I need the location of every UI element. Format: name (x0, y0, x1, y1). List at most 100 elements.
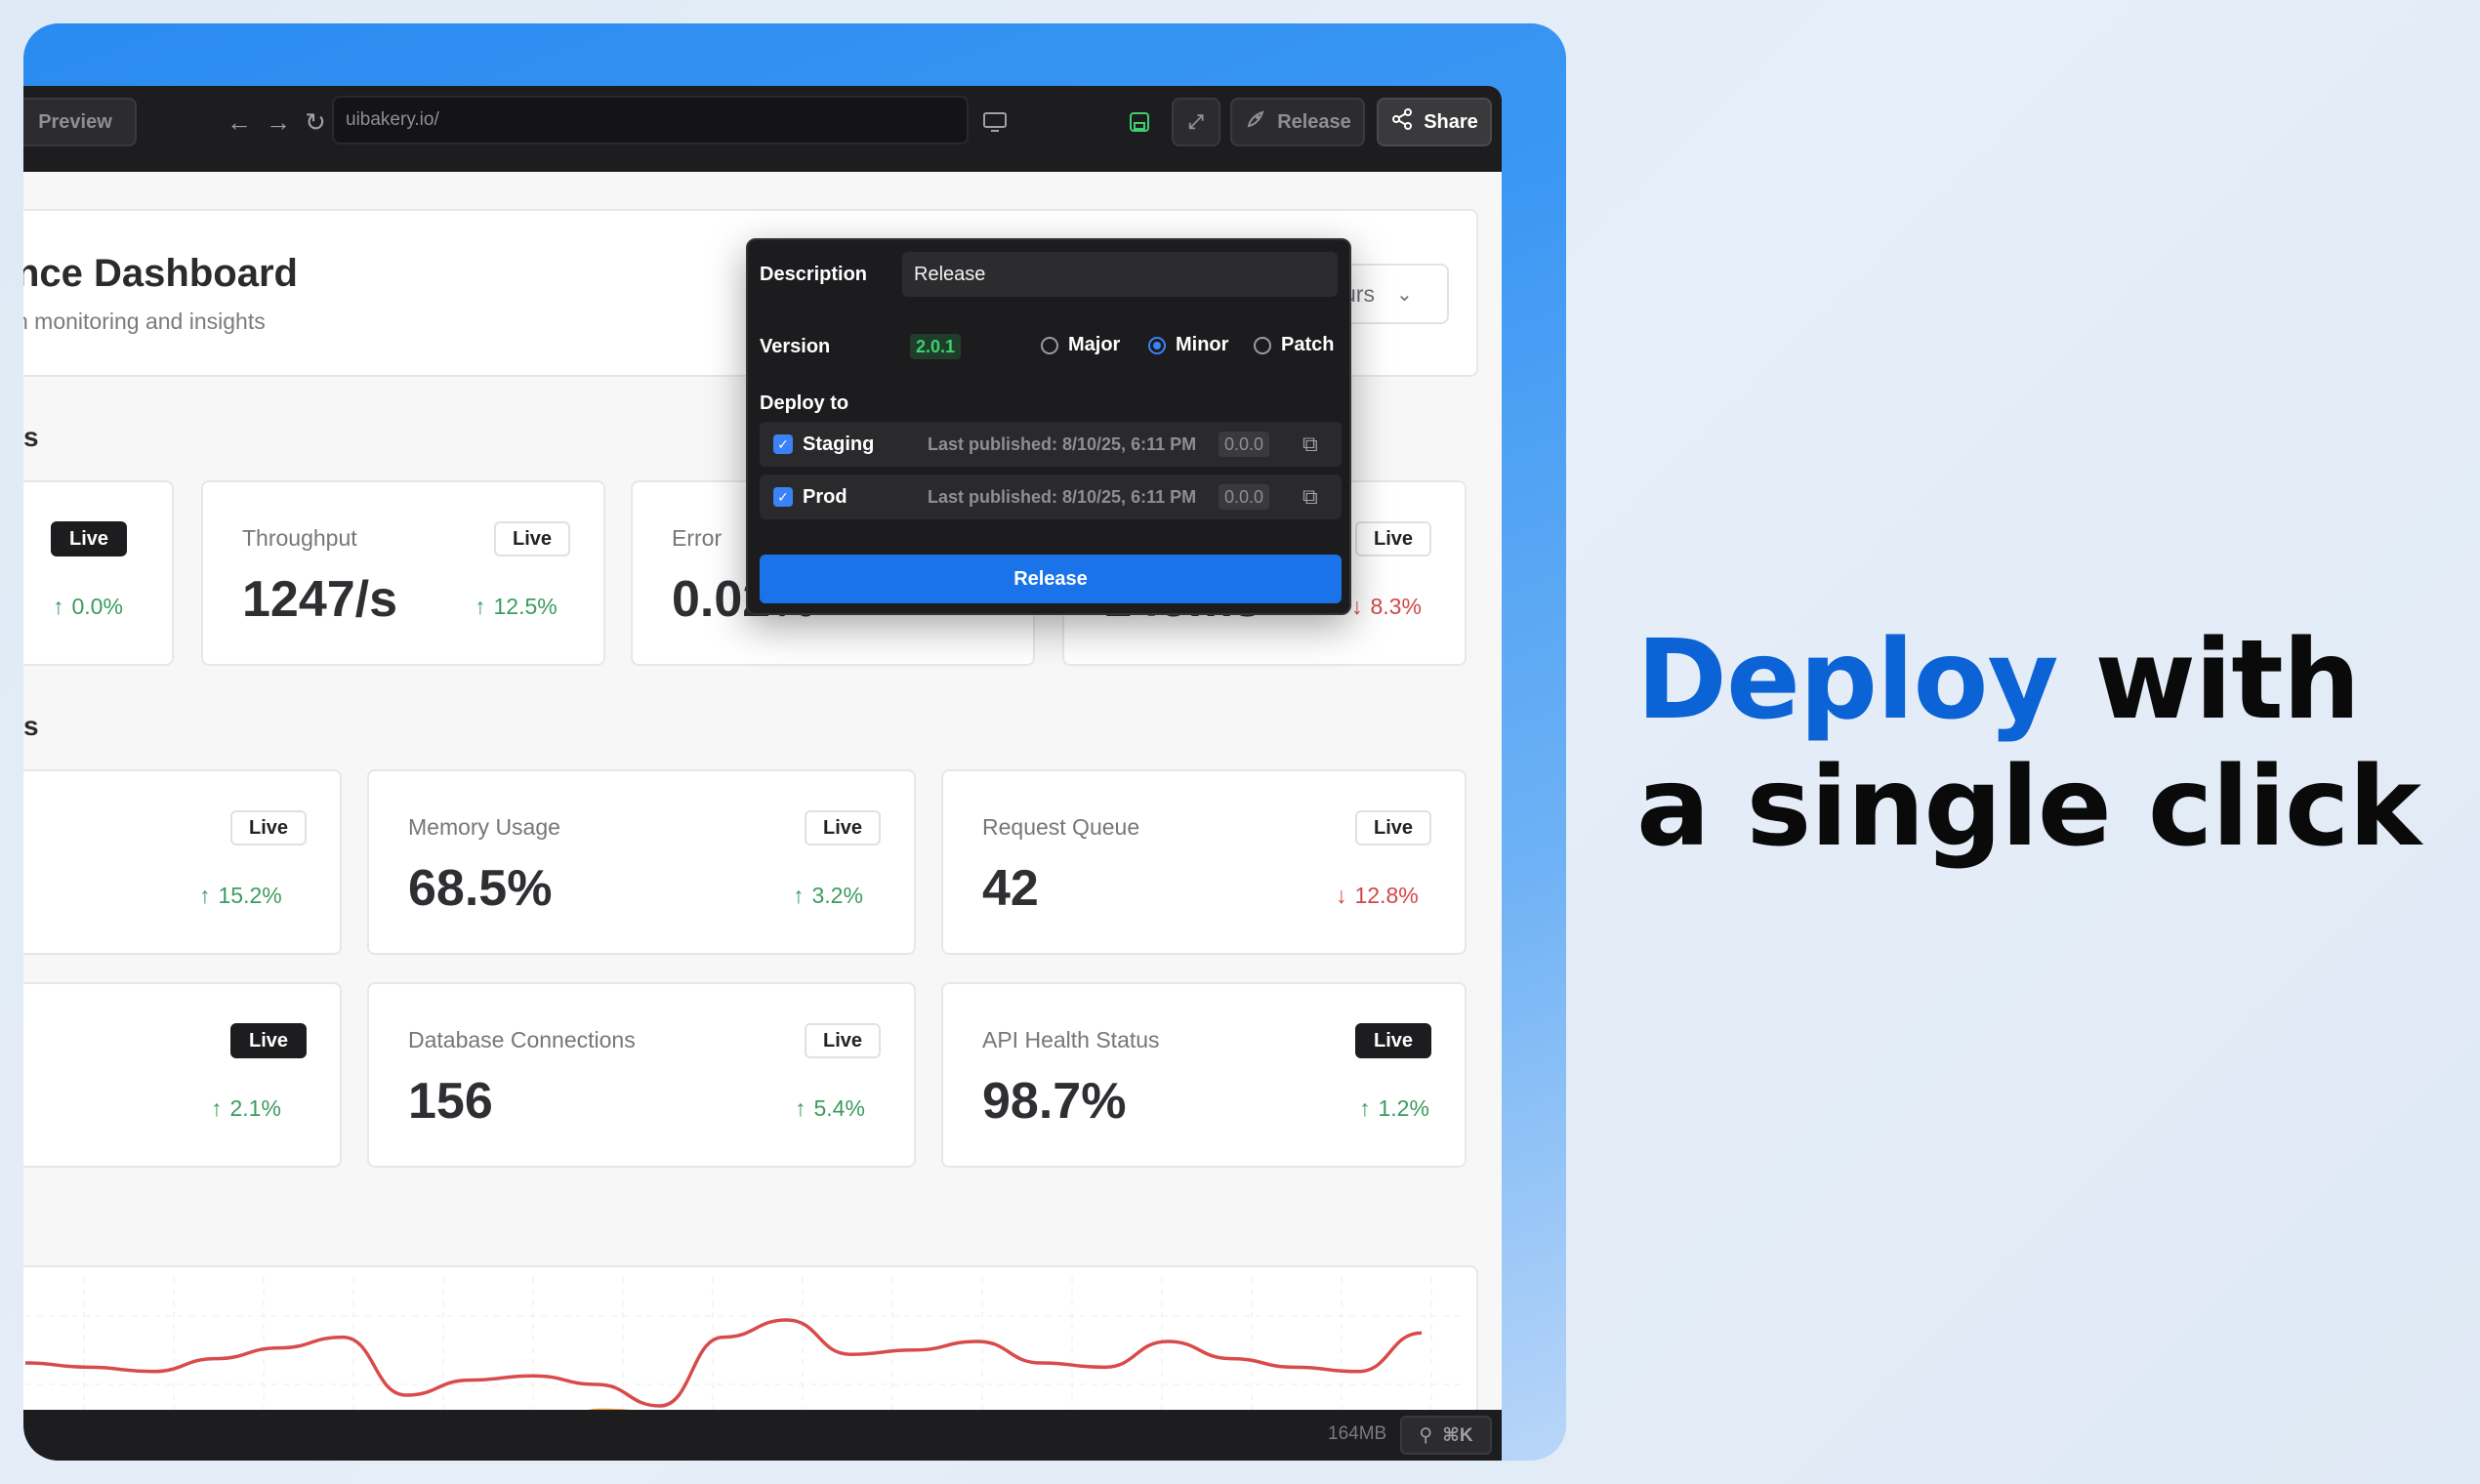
url-bar[interactable]: uibakery.io/ (332, 96, 969, 144)
metric-card-api-health: API Health Status 98.7% Live ↑ 1.2% (941, 982, 1467, 1168)
shortcut-label: ⌘K (1442, 1424, 1473, 1446)
marketing-headline: Deploy with a single click (1636, 617, 2437, 871)
metric-delta: ↑ 3.2% (793, 883, 863, 908)
live-badge: Live (494, 521, 571, 556)
bottom-bar: 164MB ⚲ ⌘K (23, 1410, 1502, 1461)
release-toolbar-button[interactable]: Release (1230, 98, 1365, 146)
desktop-preview-icon[interactable] (978, 105, 1012, 139)
env-name: Staging (803, 433, 875, 455)
reload-icon[interactable]: ↻ (305, 106, 326, 137)
headline-rest: with (2057, 617, 2360, 744)
section-heading-1: s (23, 422, 39, 452)
section-heading-2: s (23, 711, 39, 741)
metric-label: Request Queue (982, 814, 1140, 840)
metric-card: Live ↑ 2.1% (23, 982, 342, 1168)
rocket-icon (1244, 107, 1267, 137)
live-badge: Live (805, 1023, 882, 1058)
release-toolbar-label: Release (1277, 110, 1351, 133)
metric-delta: ↑ 2.1% (211, 1095, 281, 1121)
metric-label: API Health Status (982, 1027, 1160, 1052)
fullscreen-button[interactable]: ⤢ (1172, 98, 1220, 146)
top-toolbar: Preview ← → ↻ uibakery.io/ ⤢ Release (23, 86, 1502, 172)
metric-card-request-queue: Request Queue 42 Live ↓ 12.8% (941, 769, 1467, 955)
env-name: Prod (803, 485, 847, 508)
description-label: Description (760, 264, 868, 285)
arrow-up-icon: ↑ (793, 883, 805, 908)
command-search-button[interactable]: ⚲ ⌘K (1400, 1416, 1492, 1455)
version-label: Version (760, 336, 831, 357)
metric-delta: ↑ 12.5% (475, 594, 558, 619)
live-badge: Live (805, 810, 882, 845)
release-button[interactable]: Release (760, 555, 1342, 603)
metric-card: Live ↑ 15.2% (23, 769, 342, 955)
metric-card-throughput: Throughput 1247/s Live ↑ 12.5% (201, 480, 605, 666)
metric-label: Error (672, 525, 723, 551)
arrow-up-icon: ↑ (211, 1095, 223, 1121)
chart-series-line-1 (24, 1318, 1423, 1408)
version-badge: 2.0.1 (910, 334, 962, 359)
release-popover: Description Release Version 2.0.1 Major … (746, 238, 1351, 615)
checkbox-prod[interactable]: ✓ (773, 487, 793, 507)
metric-value: 1247/s (242, 571, 398, 628)
arrow-down-icon: ↓ (1336, 883, 1347, 908)
url-text: uibakery.io/ (346, 109, 439, 130)
metric-value: 42 (982, 860, 1039, 917)
metric-card-memory: Memory Usage 68.5% Live ↑ 3.2% (367, 769, 916, 955)
external-link-icon[interactable]: ⧉ (1302, 484, 1318, 509)
metric-delta: ↓ 12.8% (1336, 883, 1419, 908)
live-badge: Live (230, 1023, 308, 1058)
headline-accent: Deploy (1636, 617, 2058, 744)
metric-value: 98.7% (982, 1073, 1127, 1130)
metric-delta: ↓ 8.3% (1351, 594, 1422, 619)
preview-button[interactable]: Preview (23, 98, 137, 146)
metric-delta: ↑ 0.0% (53, 594, 123, 619)
back-arrow-icon[interactable]: ← (227, 106, 252, 137)
env-row-staging: ✓ Staging Last published: 8/10/25, 6:11 … (760, 422, 1342, 467)
external-link-icon[interactable]: ⧉ (1302, 432, 1318, 456)
env-version: 0.0.0 (1219, 432, 1270, 457)
radio-major[interactable]: Major (1041, 334, 1120, 356)
forward-arrow-icon[interactable]: → (266, 106, 291, 137)
live-badge: Live (1355, 521, 1432, 556)
arrow-up-icon: ↑ (795, 1095, 806, 1121)
preview-label: Preview (38, 110, 112, 133)
chevron-down-icon: ⌄ (1395, 283, 1413, 306)
env-last-published: Last published: 8/10/25, 6:11 PM (928, 486, 1197, 507)
env-version: 0.0.0 (1219, 484, 1270, 510)
share-label: Share (1424, 110, 1478, 133)
metric-label: Memory Usage (408, 814, 560, 840)
live-badge: Live (230, 810, 308, 845)
share-icon (1390, 107, 1414, 137)
metric-delta: ↑ 15.2% (199, 883, 282, 908)
metric-card-db-connections: Database Connections 156 Live ↑ 5.4% (367, 982, 916, 1168)
metric-label: Database Connections (408, 1027, 636, 1052)
live-badge: Live (1355, 1023, 1432, 1058)
deploy-to-label: Deploy to (760, 392, 849, 414)
app-window: Preview ← → ↻ uibakery.io/ ⤢ Release (23, 86, 1502, 1461)
checkbox-staging[interactable]: ✓ (773, 434, 793, 454)
metric-label: Throughput (242, 525, 357, 551)
save-icon[interactable] (1123, 105, 1156, 139)
memory-indicator: 164MB (1328, 1423, 1387, 1444)
page-title: nce Dashboard (23, 252, 298, 295)
metric-delta: ↑ 1.2% (1359, 1095, 1429, 1121)
description-input[interactable]: Release (902, 252, 1338, 297)
metric-card: Live ↑ 0.0% (23, 480, 174, 666)
arrow-up-icon: ↑ (199, 883, 211, 908)
radio-patch[interactable]: Patch (1254, 334, 1334, 356)
radio-circle-icon (1254, 336, 1271, 354)
app-frame: Preview ← → ↻ uibakery.io/ ⤢ Release (23, 23, 1566, 1461)
env-row-prod: ✓ Prod Last published: 8/10/25, 6:11 PM … (760, 474, 1342, 519)
radio-minor[interactable]: Minor (1148, 334, 1228, 356)
arrow-down-icon: ↓ (1351, 594, 1363, 619)
arrow-up-icon: ↑ (475, 594, 486, 619)
arrow-up-icon: ↑ (1359, 1095, 1371, 1121)
radio-selected-icon (1148, 336, 1166, 354)
live-badge: Live (1355, 810, 1432, 845)
metric-value: 156 (408, 1073, 493, 1130)
description-value: Release (914, 263, 986, 285)
page-subtitle: n monitoring and insights (23, 309, 266, 334)
arrow-up-icon: ↑ (53, 594, 64, 619)
env-last-published: Last published: 8/10/25, 6:11 PM (928, 433, 1197, 454)
share-button[interactable]: Share (1377, 98, 1492, 146)
